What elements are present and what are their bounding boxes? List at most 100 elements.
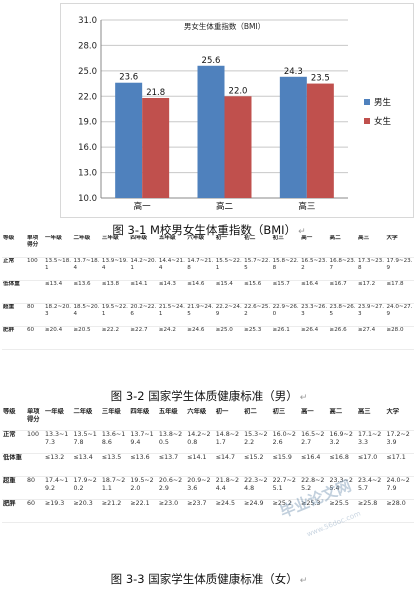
- table-cell: 80: [26, 303, 44, 327]
- figure-caption-3: 图 3-3 国家学生体质健康标准（女） ↵: [0, 571, 418, 587]
- table-cell: 22.6~25.2: [243, 303, 272, 327]
- table-cell: 13.5~17.8: [72, 430, 101, 454]
- table-cell: ≤14.1: [129, 280, 158, 304]
- table-cell: ≥23.0: [157, 499, 187, 523]
- table-cell: ≥22.2: [100, 326, 130, 350]
- table-cell: ≤13.6: [72, 280, 101, 304]
- table-cell: 23.9~27.3: [356, 303, 386, 327]
- table-cell: ≥25.8: [356, 499, 386, 523]
- figure-caption-1: 图 3-1 M校男女生体重指数（BMI） ↵: [0, 222, 418, 238]
- table-cell: 21.9~24.5: [186, 303, 215, 327]
- table-cell: ≥25.3: [243, 326, 272, 350]
- table-cell: 16.5~22.7: [300, 430, 329, 454]
- legend-swatch: [364, 118, 370, 124]
- table-cell: 15.3~22.2: [243, 430, 272, 454]
- column-header: 单项得分: [26, 408, 44, 431]
- column-header: 高二: [328, 235, 357, 258]
- data-label: 25.6: [202, 56, 221, 66]
- table-cell: ≥22.1: [129, 499, 158, 523]
- table-cell: ≤15.4: [214, 280, 244, 304]
- table-cell: 15.7~22.5: [243, 257, 272, 281]
- table-cell: 100: [26, 430, 44, 454]
- table-cell: 80: [26, 476, 44, 500]
- table-cell: ≤17.0: [356, 453, 386, 477]
- table-row: 肥胖 60 ≥19.3 ≥20.3 ≥21.2 ≥22.1 ≥23.0 ≥23.7 ≥24.5 ≥…: [2, 499, 414, 523]
- table-cell: 19.5~22.1: [100, 303, 130, 327]
- data-label: 21.8: [146, 88, 165, 98]
- table-cell: 100: [26, 257, 44, 281]
- table-cell: ≤14.7: [214, 453, 244, 477]
- column-header: 大学: [385, 235, 414, 258]
- table-cell: 17.1~23.3: [356, 430, 386, 454]
- data-label: 23.5: [311, 74, 330, 84]
- table-cell: ≥26.6: [328, 326, 357, 350]
- column-header: 五年级: [157, 408, 187, 431]
- legend-entry: 女生: [374, 116, 392, 127]
- table-cell: ≥24.6: [186, 326, 215, 350]
- data-label: 24.3: [284, 67, 303, 77]
- table-cell: 22.8~25.2: [300, 476, 329, 500]
- y-tick-label: 16.0: [78, 143, 97, 153]
- table-cell: 20.9~23.6: [186, 476, 215, 500]
- table-cell: ≤13.4: [44, 280, 73, 304]
- y-tick-label: 13.0: [78, 169, 97, 179]
- table-cell: 14.7~21.8: [186, 257, 215, 281]
- table-cell: 23.8~26.5: [328, 303, 357, 327]
- table-cell: 16.5~23.2: [300, 257, 329, 281]
- column-header: 三年级: [100, 235, 130, 258]
- column-header: 初三: [271, 235, 301, 258]
- return-mark-icon: ↵: [298, 227, 306, 237]
- row-label: 正常: [2, 430, 26, 454]
- column-header: 六年级: [186, 235, 215, 258]
- bar-female: [306, 83, 334, 198]
- table-cell: ≤15.2: [243, 453, 272, 477]
- table-cell: 23.3~25.4: [328, 476, 357, 500]
- table-cell: ≤13.6: [129, 453, 158, 477]
- y-tick-label: 10.0: [78, 194, 97, 204]
- data-label: 22.0: [229, 86, 248, 96]
- table-cell: ≤16.8: [328, 453, 357, 477]
- column-header: 高三: [356, 408, 386, 431]
- row-label: 超重: [2, 303, 26, 327]
- bar-male: [197, 65, 225, 198]
- column-header: 三年级: [100, 408, 130, 431]
- column-header: 二年级: [72, 408, 101, 431]
- table-cell: 17.3~23.8: [356, 257, 386, 281]
- column-header: 初一: [214, 408, 244, 431]
- table-header-row: 等级 单项得分 一年级 二年级 三年级 四年级 五年级 六年级 初一 初二 初三 高一 高二 高三 大学: [2, 235, 414, 258]
- table-cell: ≥21.2: [100, 499, 130, 523]
- table-cell: 60: [26, 499, 44, 523]
- column-header: 四年级: [129, 235, 158, 258]
- table-cell: 23.3~26.3: [300, 303, 329, 327]
- table-cell: 22.2~24.9: [214, 303, 244, 327]
- table-row: 正常 100 13.5~18.1 13.7~18.4 13.9~19.4 14.2~20.…: [2, 257, 414, 281]
- table-cell: ≤14.6: [186, 280, 215, 304]
- table-cell: ≤14.1: [186, 453, 215, 477]
- bar-male: [279, 76, 307, 198]
- table-cell: ≤15.9: [271, 453, 301, 477]
- bmi-chart-svg: 10.0 13.0 16.0 19.0 22.0 25.0 28.0 31.0 男女生体重指数（…: [78, 16, 392, 212]
- y-tick-label: 31.0: [78, 16, 97, 26]
- table-row: 低体重 ≤13.4 ≤13.6 ≤13.8 ≤14.1 ≤14.3 ≤14.6 ≤15.4 ≤1…: [2, 280, 414, 304]
- y-tick-label: 22.0: [78, 92, 97, 102]
- table-cell: ≥25.3: [300, 499, 329, 523]
- table-cell: 17.9~20.2: [72, 476, 101, 500]
- table-cell: ≥20.3: [72, 499, 101, 523]
- column-header: 高一: [300, 235, 329, 258]
- column-header: 一年级: [44, 408, 73, 431]
- table-cell: 60: [26, 326, 44, 350]
- table-cell: 13.7~19.4: [129, 430, 158, 454]
- table-cell: 23.4~25.7: [356, 476, 386, 500]
- table-cell: 14.2~20.1: [129, 257, 158, 281]
- male-standard-table: 等级 单项得分 一年级 二年级 三年级 四年级 五年级 六年级 初一 初二 初三 高一 高二 高三 大学 正常…: [2, 235, 414, 350]
- table-cell: ≥28.0: [385, 499, 414, 523]
- y-tick-label: 25.0: [78, 67, 97, 77]
- table-cell: ≥27.4: [356, 326, 386, 350]
- table-cell: 14.4~21.4: [157, 257, 187, 281]
- legend-swatch: [364, 99, 370, 105]
- table-cell: 17.2~23.9: [385, 430, 414, 454]
- table-cell: ≥25.0: [214, 326, 244, 350]
- table-cell: 18.2~20.3: [44, 303, 73, 327]
- y-tick-label: 28.0: [78, 41, 97, 51]
- table-cell: 20.6~22.9: [157, 476, 187, 500]
